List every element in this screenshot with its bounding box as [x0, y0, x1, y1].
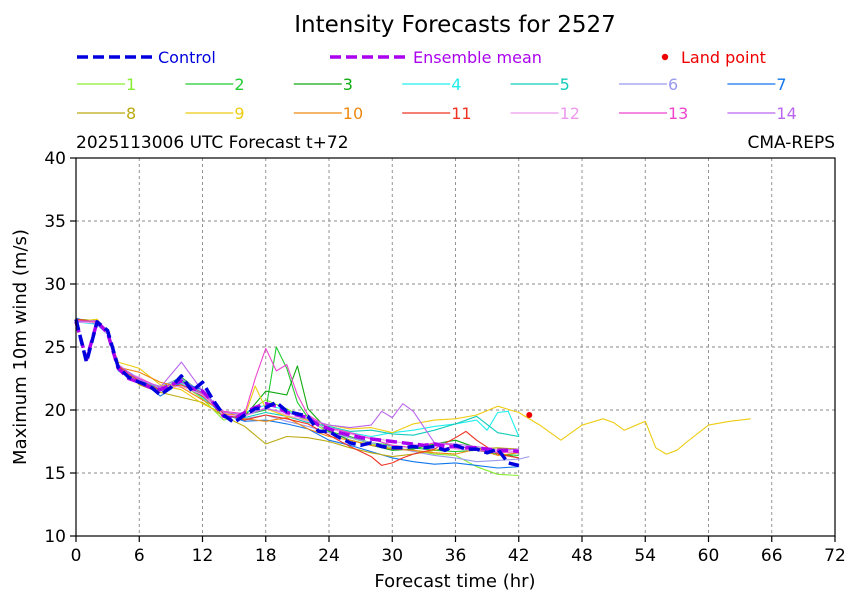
legend-member-4-label: 4 [451, 75, 461, 94]
y-tick-label: 20 [44, 401, 66, 421]
y-tick-label: 30 [44, 275, 66, 295]
legend-member-13-label: 13 [668, 104, 688, 123]
legend-member-10-label: 10 [343, 104, 363, 123]
x-tick-label: 30 [381, 546, 403, 566]
y-tick-label: 40 [44, 149, 66, 169]
x-tick-label: 6 [134, 546, 145, 566]
legend-member-8-label: 8 [126, 104, 136, 123]
member-2-line [75, 319, 519, 456]
x-tick-label: 54 [634, 546, 656, 566]
x-tick-label: 0 [71, 546, 82, 566]
x-tick-label: 12 [192, 546, 214, 566]
legend-control-label: Control [158, 48, 216, 67]
forecast-init-label: 2025113006 UTC Forecast t+72 [76, 133, 349, 153]
chart-title: Intensity Forecasts for 2527 [294, 12, 616, 38]
legend-member-11-label: 11 [451, 104, 471, 123]
member-13-line [75, 319, 519, 454]
member-10-line [75, 319, 519, 456]
land-point-marker [526, 412, 533, 419]
model-name-label: CMA-REPS [747, 133, 835, 153]
member-1-line [75, 318, 519, 477]
legend-member-9-label: 9 [234, 104, 244, 123]
member-8-line [75, 318, 519, 458]
x-tick-label: 48 [571, 546, 593, 566]
legend-member-14-label: 14 [776, 104, 796, 123]
x-tick-label: 42 [508, 546, 530, 566]
x-tick-label: 72 [824, 546, 846, 566]
series-layer [74, 317, 751, 477]
x-tick-label: 66 [761, 546, 783, 566]
y-tick-label: 35 [44, 212, 66, 232]
legend-member-2-label: 2 [234, 75, 244, 94]
axis-ticks: 0 6 12 18 24 30 36 42 48 54 60 66 72 10 15 20 25 30 35 40 [44, 149, 845, 566]
legend-member-3-label: 3 [343, 75, 353, 94]
legend-member-7-label: 7 [776, 75, 786, 94]
x-axis-label: Forecast time (hr) [374, 571, 535, 592]
grid [76, 158, 835, 536]
x-tick-label: 24 [318, 546, 340, 566]
member-9-line [75, 318, 751, 455]
legend-member-6-label: 6 [668, 75, 678, 94]
legend-ensemble-mean-label: Ensemble mean [413, 48, 542, 67]
control-line [74, 318, 520, 468]
legend-member-12-label: 12 [560, 104, 580, 123]
legend-land-point-label: Land point [681, 48, 766, 67]
ensemble-mean-line [74, 320, 520, 454]
member-12-line [75, 321, 519, 453]
legend-member-1-label: 1 [126, 75, 136, 94]
member-6-line [75, 321, 530, 463]
legend-member-5-label: 5 [560, 75, 570, 94]
x-tick-label: 60 [698, 546, 720, 566]
y-tick-label: 25 [44, 338, 66, 358]
y-tick-label: 10 [44, 527, 66, 547]
y-axis-label: Maximum 10m wind (m/s) [10, 229, 31, 465]
legend-land-point-marker [661, 53, 669, 61]
x-tick-label: 18 [255, 546, 277, 566]
x-tick-label: 36 [445, 546, 467, 566]
y-tick-label: 15 [44, 464, 66, 484]
